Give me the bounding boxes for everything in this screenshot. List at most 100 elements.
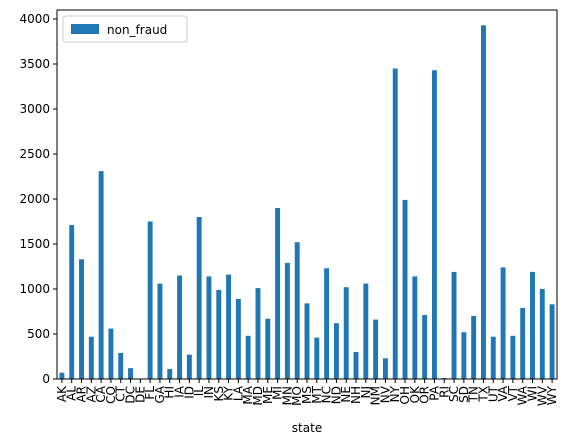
y-tick-label: 2500	[19, 147, 50, 161]
x-tick-label: TX	[476, 386, 490, 403]
bar	[481, 25, 486, 380]
bar	[206, 276, 212, 379]
bar	[98, 171, 104, 379]
x-tick-label: FL	[143, 386, 157, 400]
x-tick-label: IN	[202, 386, 216, 399]
x-tick-label: KS	[212, 386, 226, 402]
bar	[471, 316, 477, 379]
x-tick-label: ID	[182, 386, 196, 399]
x-tick-label: HI	[163, 386, 177, 399]
bar	[167, 369, 173, 379]
x-tick-label: CT	[114, 385, 128, 401]
bar	[539, 289, 545, 379]
bar	[196, 217, 202, 379]
x-tick-label: WI	[525, 386, 539, 401]
legend-label: non_fraud	[107, 23, 167, 37]
bar	[412, 276, 418, 379]
x-tick-label: LA	[231, 385, 245, 401]
bar	[216, 289, 222, 379]
x-tick-label: MO	[290, 386, 304, 406]
x-tick-label: SD	[457, 386, 471, 403]
x-tick-label: MD	[251, 386, 265, 406]
y-tick-label: 1500	[19, 237, 50, 251]
bar	[255, 288, 261, 379]
plot-frame	[56, 9, 558, 380]
x-tick-label: MT	[310, 385, 324, 403]
x-tick-label: MS	[300, 386, 314, 404]
legend-box	[62, 15, 188, 43]
y-tick-label: 2000	[19, 192, 50, 206]
bar	[235, 298, 241, 379]
bar	[324, 268, 330, 379]
x-tick-label: NM	[369, 386, 383, 405]
bar	[314, 337, 320, 379]
x-tick-label: VT	[506, 385, 520, 401]
bar	[549, 304, 555, 379]
x-tick-label: UT	[486, 385, 500, 402]
x-tick-label: AK	[55, 385, 69, 402]
bar	[88, 336, 94, 379]
x-tick-label: RI	[437, 386, 451, 398]
x-tick-label: SC	[447, 386, 461, 402]
bar	[353, 352, 359, 379]
x-tick-label: GA	[153, 385, 167, 403]
y-tick-label: 0	[42, 372, 50, 386]
bar	[275, 208, 281, 379]
bar	[59, 372, 65, 379]
bar	[186, 354, 192, 379]
bar	[245, 335, 251, 379]
x-tick-label: CA	[94, 385, 108, 402]
y-tick-label: 4000	[19, 12, 50, 26]
bar	[432, 70, 437, 380]
bar	[373, 319, 379, 379]
bar	[304, 303, 310, 379]
x-tick-label: NH	[349, 386, 363, 404]
x-tick-label: WY	[545, 385, 559, 405]
x-tick-label: AZ	[84, 386, 98, 402]
bar	[422, 315, 428, 379]
x-tick-label: ME	[261, 386, 275, 404]
x-tick-label: OR	[418, 386, 432, 404]
x-tick-label: TN	[467, 386, 481, 403]
bar	[520, 307, 526, 379]
bar	[79, 259, 84, 379]
bar	[69, 225, 75, 379]
x-tick-label: AR	[75, 386, 89, 403]
bar	[382, 358, 388, 379]
x-tick-label: AL	[65, 386, 79, 401]
x-tick-label: MI	[271, 386, 285, 400]
x-tick-label: OK	[408, 385, 422, 403]
x-tick-label: NY	[388, 385, 402, 402]
x-tick-label: KY	[222, 385, 236, 400]
legend-swatch	[71, 24, 99, 34]
x-tick-label: MN	[280, 386, 294, 405]
y-tick-label: 3500	[19, 57, 50, 71]
bar	[363, 283, 369, 379]
bar	[343, 287, 349, 379]
bar	[177, 275, 182, 379]
x-tick-label: IL	[192, 386, 206, 397]
x-tick-label: ND	[329, 386, 343, 404]
bar	[284, 262, 290, 379]
bar	[392, 68, 398, 379]
bar	[265, 318, 271, 379]
bar	[294, 242, 300, 379]
x-tick-label: OH	[398, 386, 412, 404]
x-tick-label: CO	[104, 386, 118, 404]
x-tick-label: WV	[535, 385, 549, 406]
bar	[530, 271, 535, 379]
bar	[510, 335, 516, 379]
bar	[108, 328, 114, 379]
bar	[147, 221, 153, 379]
x-tick-label: VA	[496, 385, 510, 401]
bar	[118, 352, 124, 379]
bar	[490, 336, 496, 379]
bar	[451, 271, 457, 379]
x-axis-label: state	[292, 421, 322, 435]
x-tick-label: IA	[173, 385, 187, 398]
bar	[226, 274, 232, 379]
bar	[500, 267, 506, 379]
x-tick-label: WA	[516, 385, 530, 405]
bar	[402, 199, 408, 379]
